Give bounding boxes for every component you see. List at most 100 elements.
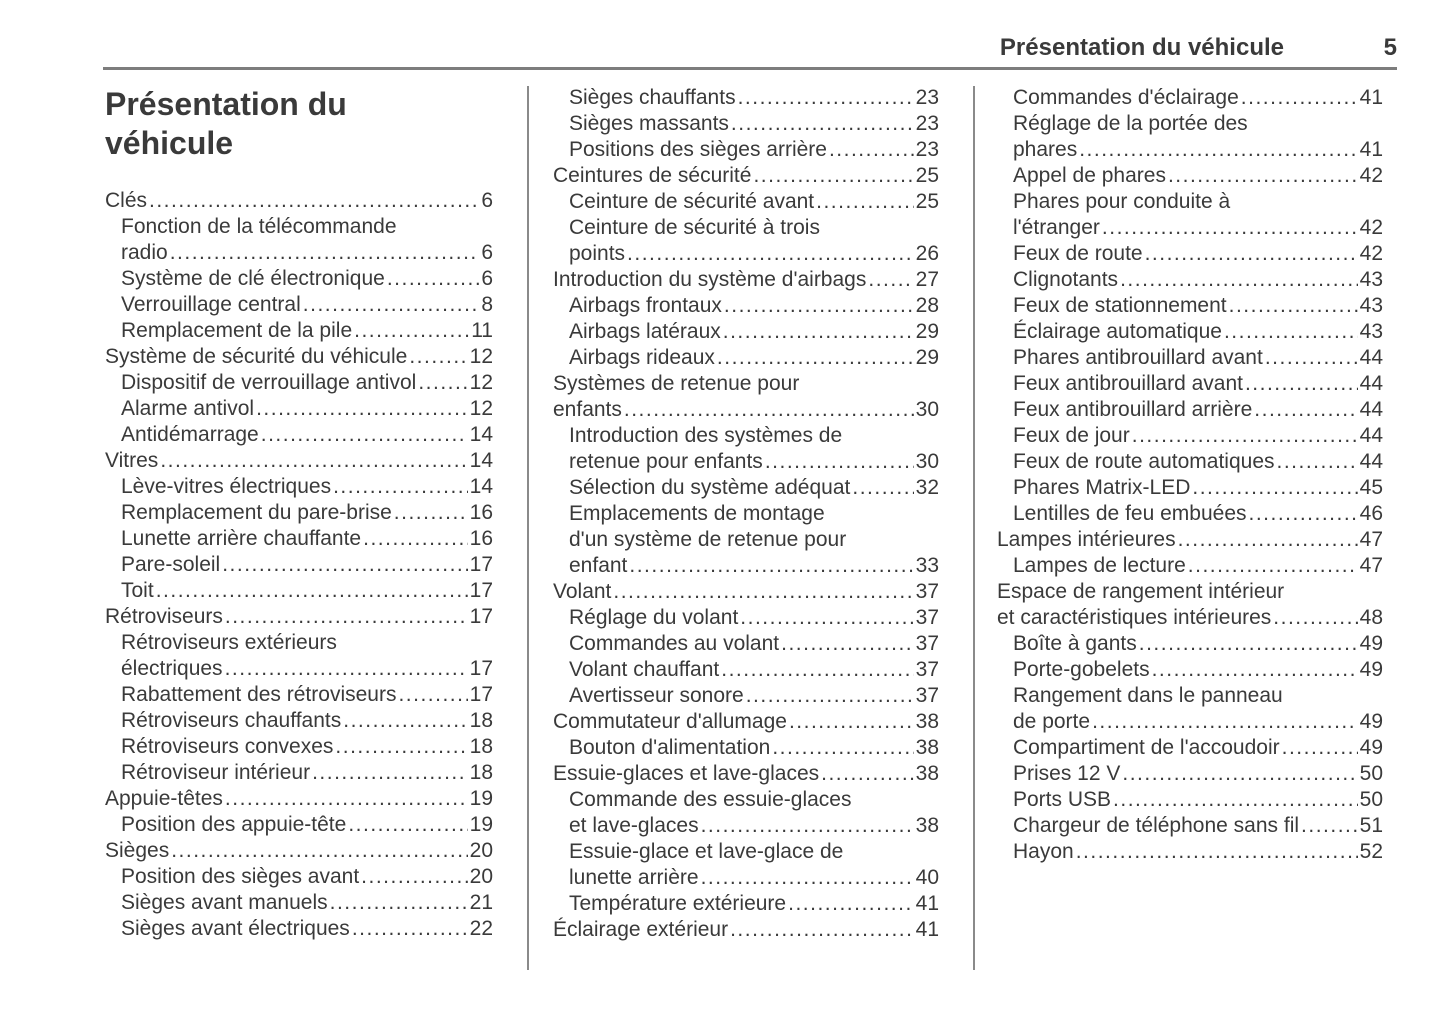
toc-entry-page: 29: [915, 320, 939, 343]
toc-entry-page: 30: [915, 450, 939, 473]
toc-entry-title: Sièges avant électriques: [121, 917, 350, 940]
toc-entry-page: 44: [1359, 450, 1383, 473]
toc-entry: Appuie-têtes 19: [105, 786, 493, 812]
toc-entry-page: 12: [469, 371, 493, 394]
dot-leader: [731, 111, 914, 137]
toc-entry-title-line: Espace de rangement intérieur: [997, 580, 1285, 603]
toc-entry-page: 29: [915, 346, 939, 369]
toc-entry-title: Température extérieure: [569, 892, 787, 915]
toc-entry-page: 11: [471, 319, 493, 342]
toc-entry-page: 33: [915, 554, 939, 577]
toc-entry-title: Positions des sièges arrière: [569, 138, 827, 161]
toc-entry: Phares pour conduite à l'étranger 42: [997, 189, 1383, 241]
dot-leader: [868, 267, 913, 293]
dot-leader: [1249, 501, 1358, 527]
dot-leader: [1229, 293, 1358, 319]
toc-entry: Rangement dans le panneau de porte 49: [997, 683, 1383, 735]
toc-entry-title: et lave-glaces: [569, 814, 699, 837]
dot-leader: [222, 552, 467, 578]
toc-entry-title: Position des appuie-tête: [121, 813, 347, 836]
toc-entry-title: Avertisseur sonore: [569, 684, 744, 707]
toc-entry: Sélection du système adéquat 32: [553, 475, 939, 501]
toc-entry: Remplacement du pare-brise 16: [105, 500, 493, 526]
toc-entry: Appel de phares 42: [997, 163, 1383, 189]
toc-entry-title: Phares antibrouillard avant: [1013, 346, 1263, 369]
dot-leader: [738, 85, 914, 111]
toc-entry: Verrouillage central 8: [105, 292, 493, 318]
toc-entry-page: 44: [1359, 424, 1383, 447]
toc-entry-title: Ports USB: [1013, 788, 1112, 811]
dot-leader: [160, 448, 467, 474]
toc-entry-page: 41: [1359, 86, 1383, 109]
dot-leader: [1224, 319, 1358, 345]
toc-entry-page: 42: [1359, 164, 1383, 187]
dot-leader: [394, 500, 468, 526]
toc-entry-title: Sièges chauffants: [569, 86, 736, 109]
toc-entry-title: Rétroviseurs convexes: [121, 735, 334, 758]
toc-entry-page: 44: [1359, 346, 1383, 369]
toc-entry: Antidémarrage 14: [105, 422, 493, 448]
toc-entry-page: 25: [915, 164, 939, 187]
toc-entry-title: Sièges: [105, 839, 170, 862]
toc-entry: Lunette arrière chauffante 16: [105, 526, 493, 552]
toc-entry: Bouton d'alimentation 38: [553, 735, 939, 761]
toc-entry-page: 41: [915, 892, 939, 915]
toc-entry: Feux antibrouillard avant 44: [997, 371, 1383, 397]
toc-entry-title: Remplacement du pare-brise: [121, 501, 392, 524]
toc-entry-title: Sélection du système adéquat: [569, 476, 851, 499]
toc-entry: Réglage du volant 37: [553, 605, 939, 631]
toc-entry-title: Prises 12 V: [1013, 762, 1121, 785]
dot-leader: [1241, 85, 1358, 111]
dot-leader: [1192, 475, 1357, 501]
toc-entry-page: 25: [915, 190, 939, 213]
toc-entry-page: 38: [915, 710, 939, 733]
toc-entry: Essuie-glace et lave-glace de lunette arr…: [553, 839, 939, 891]
toc-entry-page: 32: [915, 476, 939, 499]
toc-entry-title: Dispositif de verrouillage antivol: [121, 371, 417, 394]
dot-leader: [303, 292, 480, 318]
toc-entry-title: de porte: [1013, 710, 1091, 733]
toc-entry-title: Lunette arrière chauffante: [121, 527, 362, 550]
toc-column-3: Commandes d'éclairage41Réglage de la por…: [997, 85, 1383, 865]
dot-leader: [225, 604, 468, 630]
toc-entry: Fonction de la télécommande radio 6: [105, 214, 493, 266]
dot-leader: [1132, 423, 1358, 449]
toc-entry: Volant chauffant 37: [553, 657, 939, 683]
toc-entry-page: 18: [469, 761, 493, 784]
toc-entry-title: Antidémarrage: [121, 423, 259, 446]
toc-entry-title: Système de clé électronique: [121, 267, 385, 290]
toc-entry-title: Commandes d'éclairage: [1013, 86, 1239, 109]
dot-leader: [721, 657, 913, 683]
toc-entry: Vitres 14: [105, 448, 493, 474]
toc-entry-title: Rétroviseurs chauffants: [121, 709, 342, 732]
toc-entry-page: 17: [469, 605, 493, 628]
toc-entry: Commandes au volant 37: [553, 631, 939, 657]
toc-entry-title: Feux de stationnement: [1013, 294, 1227, 317]
toc-entry: Prises 12 V 50: [997, 761, 1383, 787]
toc-entry-page: 47: [1359, 554, 1383, 577]
toc-entry: Introduction des systèmes de retenue pour…: [553, 423, 939, 475]
toc-entry-title: Volant chauffant: [569, 658, 720, 681]
toc-entry-page: 47: [1359, 528, 1383, 551]
toc-entry: Remplacement de la pile 11: [105, 318, 493, 344]
toc-entry: Commande des essuie-glaces et lave-glaces…: [553, 787, 939, 839]
toc-entry-title: Clés: [105, 189, 148, 212]
toc-entry-title: Sièges avant manuels: [121, 891, 328, 914]
toc-entry-title-line: d'un système de retenue pour: [569, 528, 847, 551]
dot-leader: [363, 526, 468, 552]
toc-entry: Avertisseur sonore 37: [553, 683, 939, 709]
toc-entry: Commutateur d'allumage 38: [553, 709, 939, 735]
toc-entry-title-line: Rétroviseurs extérieurs: [121, 631, 337, 654]
page-number: 5: [1383, 34, 1397, 61]
toc-entry: Clés 6: [105, 188, 493, 214]
toc-entry-page: 17: [469, 579, 493, 602]
toc-entry-page: 17: [469, 553, 493, 576]
toc-entry-page: 44: [1359, 398, 1383, 421]
dot-leader: [1265, 345, 1358, 371]
toc-entry-title-line: Essuie-glace et lave-glace de: [569, 840, 844, 863]
toc-entry: Ports USB 50: [997, 787, 1383, 813]
toc-entry-title: Phares Matrix-LED: [1013, 476, 1191, 499]
toc-entry-title: Feux antibrouillard avant: [1013, 372, 1243, 395]
dot-leader: [171, 838, 467, 864]
toc-entry: Ceinture de sécurité avant 25: [553, 189, 939, 215]
